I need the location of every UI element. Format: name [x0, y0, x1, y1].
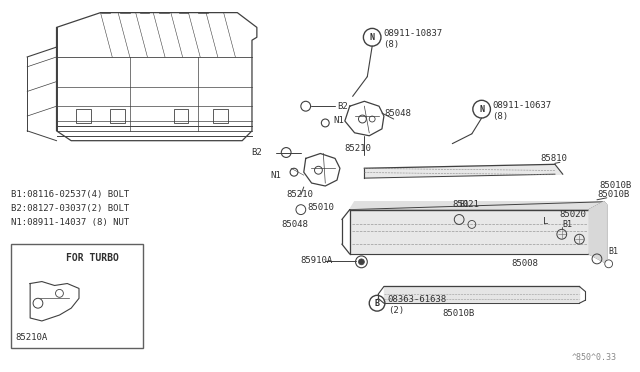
- Text: B: B: [374, 299, 380, 308]
- Polygon shape: [349, 202, 604, 210]
- Text: B1:08116-02537(4) BOLT: B1:08116-02537(4) BOLT: [11, 190, 129, 199]
- Text: 85021: 85021: [452, 200, 479, 209]
- Polygon shape: [384, 286, 579, 303]
- Text: 85210: 85210: [286, 190, 313, 199]
- Text: 85010B: 85010B: [442, 308, 475, 318]
- Text: B2:08127-03037(2) BOLT: B2:08127-03037(2) BOLT: [11, 204, 129, 213]
- Text: 08363-61638: 08363-61638: [388, 295, 447, 304]
- Text: N: N: [479, 105, 484, 114]
- Text: L: L: [543, 217, 548, 226]
- Text: 85210: 85210: [345, 144, 372, 153]
- Text: N: N: [370, 33, 374, 42]
- Polygon shape: [349, 210, 589, 254]
- Text: (8): (8): [492, 112, 509, 121]
- Text: (2): (2): [388, 306, 404, 315]
- Text: 85210A: 85210A: [15, 333, 48, 342]
- Polygon shape: [589, 202, 607, 262]
- FancyBboxPatch shape: [76, 109, 91, 123]
- Text: 85810: 85810: [540, 154, 567, 163]
- Text: B2: B2: [251, 148, 262, 157]
- Text: 85910A: 85910A: [301, 256, 333, 265]
- Text: 85048: 85048: [384, 109, 411, 118]
- FancyBboxPatch shape: [174, 109, 188, 123]
- Text: 85020: 85020: [560, 210, 587, 219]
- Text: 85010B: 85010B: [597, 190, 629, 199]
- FancyBboxPatch shape: [213, 109, 228, 123]
- Circle shape: [358, 259, 364, 265]
- Text: 08911-10637: 08911-10637: [492, 101, 552, 110]
- Text: N1:08911-14037 (8) NUT: N1:08911-14037 (8) NUT: [11, 218, 129, 227]
- Text: 85008: 85008: [511, 259, 538, 268]
- Text: N1: N1: [333, 116, 344, 125]
- Text: ^850^0.33: ^850^0.33: [572, 353, 616, 362]
- Text: (8): (8): [383, 40, 399, 49]
- Text: 85010: 85010: [308, 203, 335, 212]
- Text: 85048: 85048: [282, 220, 308, 229]
- Text: B1: B1: [563, 220, 573, 229]
- Text: 08911-10837: 08911-10837: [383, 29, 442, 38]
- Text: B1: B1: [459, 200, 469, 209]
- Text: B2: B2: [337, 102, 348, 111]
- Text: B1: B1: [609, 247, 619, 256]
- FancyBboxPatch shape: [11, 244, 143, 347]
- FancyBboxPatch shape: [110, 109, 125, 123]
- Text: FOR TURBO: FOR TURBO: [66, 253, 119, 263]
- Text: N1: N1: [271, 171, 282, 180]
- Polygon shape: [364, 164, 563, 178]
- Text: 85010B: 85010B: [599, 180, 631, 189]
